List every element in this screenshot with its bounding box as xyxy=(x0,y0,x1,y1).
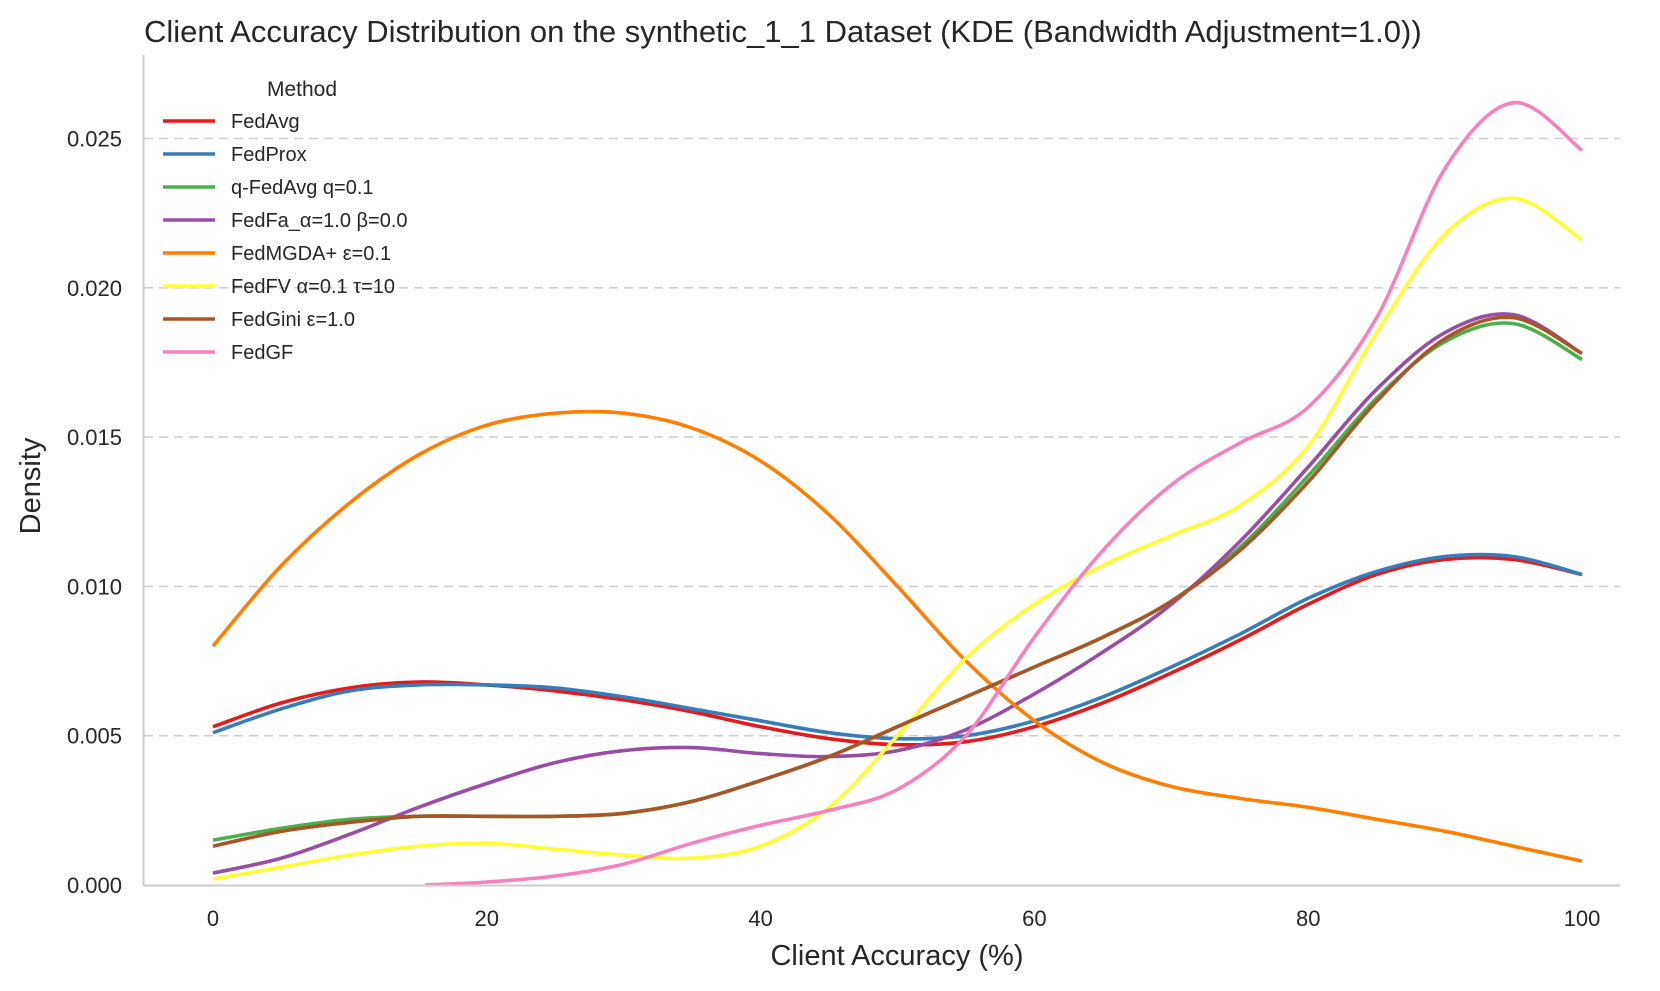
x-axis-label: Client Accuracy (%) xyxy=(770,940,1023,972)
grid-layer xyxy=(144,137,1620,737)
series-line-fedavg xyxy=(212,555,1583,747)
legend-label-fedgini-1-0: FedGini ε=1.0 xyxy=(231,309,355,331)
legend-title: Method xyxy=(267,78,337,101)
x-tick-label: 20 xyxy=(475,906,499,931)
lines-layer xyxy=(211,100,1584,887)
legend-label-fedfv-0-1-10: FedFV α=0.1 τ=10 xyxy=(231,276,395,298)
x-tick-label: 100 xyxy=(1564,906,1601,931)
y-tick-label: 0.005 xyxy=(67,724,122,749)
y-tick-label: 0.020 xyxy=(67,276,122,301)
legend-label-fedgf: FedGF xyxy=(231,342,293,364)
series-line-fedgini-1-0 xyxy=(212,315,1583,848)
series-line-fedprox xyxy=(212,552,1583,741)
x-tick-label: 80 xyxy=(1296,906,1320,931)
x-tick-label: 60 xyxy=(1022,906,1046,931)
axes-layer xyxy=(142,55,1620,887)
y-axis-label: Density xyxy=(15,437,47,534)
y-tick-label: 0.025 xyxy=(67,127,122,152)
legend-label-fedmgda-0-1: FedMGDA+ ε=0.1 xyxy=(231,243,391,265)
legend-label-q-fedavg-q-0-1: q-FedAvg q=0.1 xyxy=(231,177,374,199)
series-line-fedfv-0-1-10 xyxy=(212,196,1583,881)
x-tick-label: 40 xyxy=(748,906,772,931)
chart-title: Client Accuracy Distribution on the synt… xyxy=(144,14,1422,49)
series-line-fedfa-1-0-0-0 xyxy=(212,312,1583,875)
legend: Method FedAvg FedProx q-FedAvg q=0.1 FedFa_… xyxy=(163,78,408,364)
legend-label-fedavg: FedAvg xyxy=(231,111,300,133)
ticks-layer: 0.000 0.005 0.010 0.015 0.020 0.025 0 20 40 60 80 1… xyxy=(67,127,1600,932)
series-line-fedgf xyxy=(425,100,1584,887)
y-tick-label: 0.010 xyxy=(67,574,122,599)
legend-label-fedfa-1-0-0-0: FedFa_α=1.0 β=0.0 xyxy=(231,210,408,232)
x-tick-label: 0 xyxy=(207,906,219,931)
y-tick-label: 0.015 xyxy=(67,425,122,450)
y-tick-label: 0.000 xyxy=(67,873,122,898)
series-line-fedmgda-0-1 xyxy=(211,409,1583,863)
legend-label-fedprox: FedProx xyxy=(231,144,307,166)
